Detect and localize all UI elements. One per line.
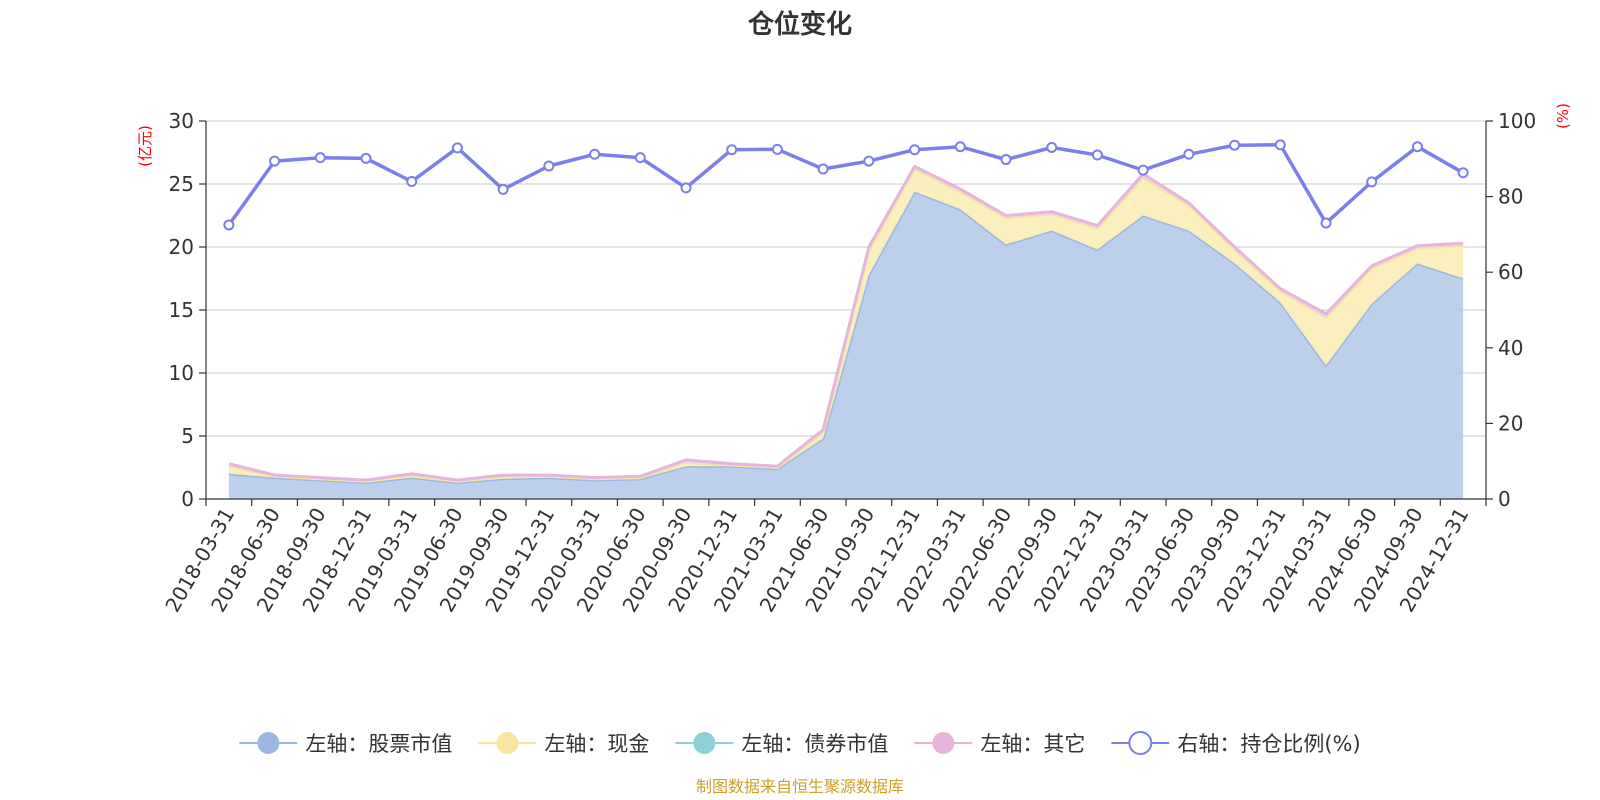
ratio-point [497, 183, 509, 195]
legend-label: 右轴：持仓比例(%) [1177, 732, 1360, 756]
legend-item-2[interactable]: 左轴：债券市值 [675, 732, 888, 756]
ratio-point [1274, 139, 1286, 151]
legend-label: 左轴：债券市值 [741, 732, 888, 756]
ratio-point [589, 148, 601, 160]
ratio-point [1320, 217, 1332, 229]
legend-marker [1128, 731, 1153, 755]
right-axis-unit: (%) [1554, 103, 1572, 129]
right-tick-label: 20 [1498, 411, 1523, 435]
legend-marker [257, 732, 280, 754]
legend-label: 左轴：股票市值 [305, 732, 452, 756]
ratio-point [269, 155, 281, 167]
ratio-point [1411, 141, 1423, 153]
area-series-0 [228, 191, 1464, 499]
ratio-point [863, 155, 875, 167]
right-tick-label: 80 [1498, 185, 1523, 209]
legend-item-1[interactable]: 左轴：现金 [478, 732, 649, 756]
legend-item-3[interactable]: 左轴：其它 [914, 732, 1085, 756]
right-tick-label: 100 [1498, 109, 1536, 133]
left-tick-label: 5 [181, 424, 194, 448]
ratio-point [1183, 148, 1195, 160]
chart-title: 仓位变化 [747, 9, 852, 40]
legend-marker [932, 732, 955, 754]
source-note: 制图数据来自恒生聚源数据库 [696, 777, 904, 796]
legend-label: 左轴：其它 [980, 732, 1085, 756]
ratio-point [954, 141, 966, 153]
legend-label: 左轴：现金 [544, 732, 649, 756]
ratio-point [314, 152, 326, 164]
ratio-point [726, 144, 738, 156]
left-tick-label: 30 [169, 109, 194, 133]
ratio-point [1000, 154, 1012, 166]
ratio-point [1457, 167, 1469, 179]
holding-ratio-line [223, 139, 1469, 231]
left-tick-label: 10 [169, 361, 194, 385]
ratio-point [1229, 139, 1241, 151]
area-edge-series-3 [228, 164, 1464, 482]
right-tick-label: 40 [1498, 336, 1523, 360]
ratio-point [680, 182, 692, 194]
left-tick-label: 15 [169, 298, 194, 322]
legend-item-4[interactable]: 右轴：持仓比例(%) [1111, 731, 1361, 756]
ratio-point [771, 143, 783, 155]
legend: 左轴：股票市值 左轴：现金 左轴：债券市值 左轴：其它 右轴：持仓比例(%) [239, 731, 1361, 756]
ratio-point [543, 160, 555, 172]
ratio-point [1091, 149, 1103, 161]
ratio-point [360, 152, 372, 164]
left-tick-label: 20 [169, 235, 194, 259]
ratio-point [1137, 164, 1149, 176]
legend-item-0[interactable]: 左轴：股票市值 [239, 732, 452, 756]
ratio-point [451, 142, 463, 154]
ratio-point [223, 219, 235, 231]
ratio-point [817, 163, 829, 175]
ratio-point [1366, 176, 1378, 188]
left-tick-label: 25 [169, 172, 194, 196]
right-tick-label: 60 [1498, 260, 1523, 284]
legend-marker [496, 732, 519, 754]
ratio-point [1046, 141, 1058, 153]
stacked-areas [228, 164, 1464, 499]
ratio-line [227, 143, 1464, 226]
left-axis-unit: (亿元) [136, 125, 154, 167]
ratio-point [406, 175, 418, 187]
ratio-point [634, 152, 646, 164]
legend-marker [693, 732, 716, 754]
right-tick-label: 0 [1498, 487, 1511, 511]
left-tick-label: 0 [181, 487, 194, 511]
ratio-point [909, 144, 921, 156]
